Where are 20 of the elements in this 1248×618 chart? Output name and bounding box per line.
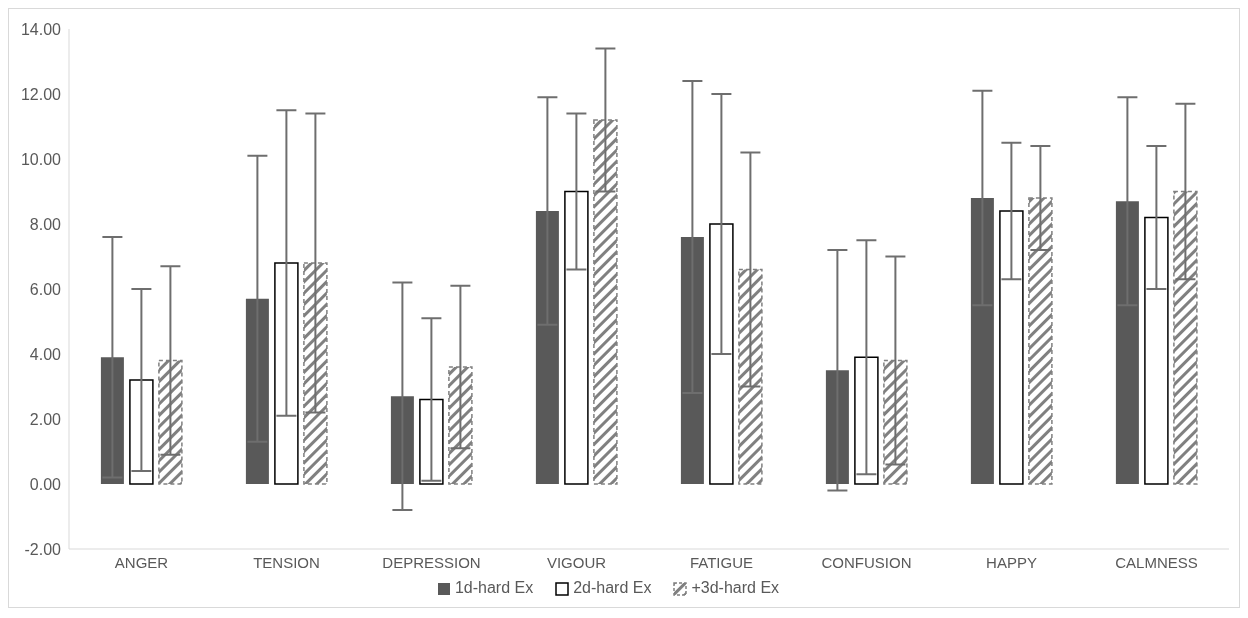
y-tick-label: 0.00 (29, 475, 62, 493)
legend-label: 2d-hard Ex (572, 579, 652, 596)
y-tick-label: 6.00 (29, 280, 62, 298)
x-tick-label: ANGER (114, 553, 169, 571)
y-tick-label: 8.00 (29, 215, 62, 233)
x-tick-label: DEPRESSION (382, 553, 481, 571)
y-tick-label: 2.00 (29, 410, 62, 428)
y-tick-label: 10.00 (20, 150, 62, 168)
x-tick-label: HAPPY (986, 553, 1037, 571)
y-tick-label: -2.00 (24, 540, 62, 558)
y-tick-label: 4.00 (29, 345, 62, 363)
x-tick-label: TENSION (253, 553, 320, 571)
x-tick-label: FATIGUE (689, 553, 754, 571)
x-tick-label: VIGOUR (546, 553, 607, 571)
y-tick-label: 12.00 (20, 85, 62, 103)
x-tick-label: CONFUSION (821, 553, 912, 571)
x-tick-label: CALMNESS (1115, 553, 1198, 571)
y-tick-label: 14.00 (20, 20, 62, 38)
legend-label: 1d-hard Ex (453, 579, 534, 596)
legend-label: +3d-hard Ex (690, 579, 780, 596)
